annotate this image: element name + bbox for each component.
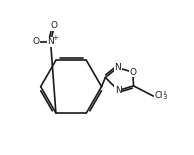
Text: N: N: [47, 37, 54, 46]
Text: O: O: [129, 68, 136, 77]
Text: 3: 3: [162, 94, 167, 100]
Text: N: N: [115, 86, 122, 95]
Text: CH: CH: [154, 91, 166, 100]
Text: +: +: [52, 35, 58, 41]
Text: O: O: [51, 21, 58, 30]
Text: N: N: [114, 63, 121, 72]
Text: O: O: [33, 37, 40, 46]
